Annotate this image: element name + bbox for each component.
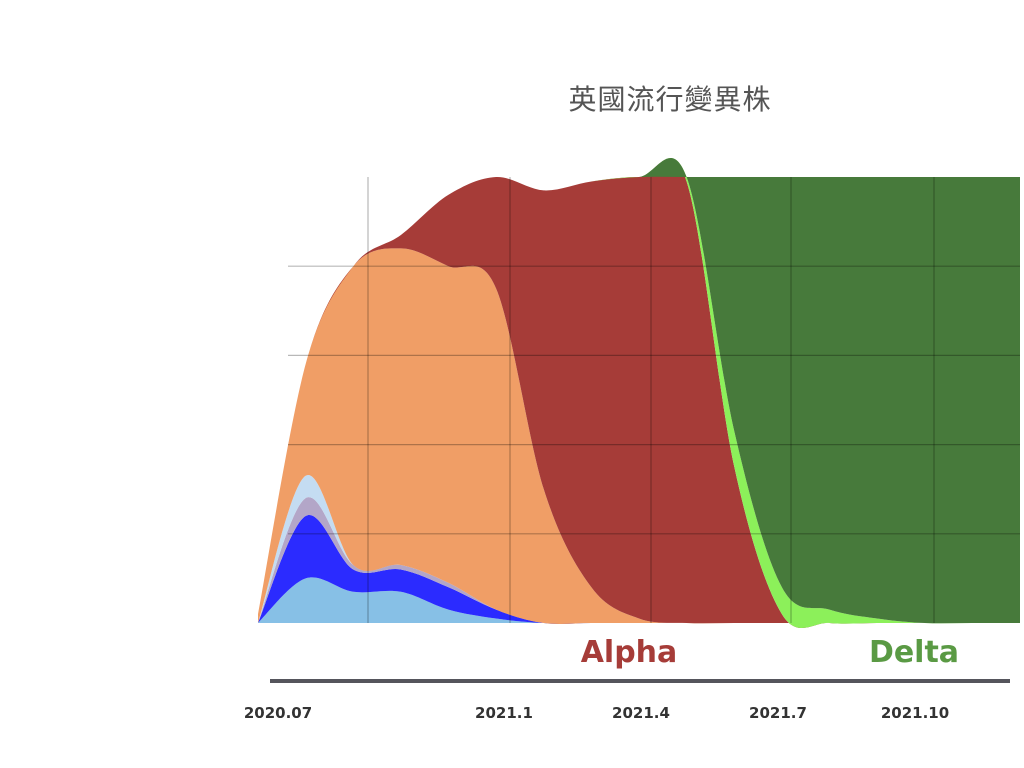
gridlines xyxy=(288,177,1020,623)
x-tick-label: 2021.1 xyxy=(475,704,533,722)
series-area-5 xyxy=(258,158,1020,629)
x-tick-label: 2021.7 xyxy=(749,704,807,722)
alpha-annotation: Alpha xyxy=(581,635,678,670)
series-area-1 xyxy=(258,514,1020,624)
delta-annotation: Delta xyxy=(869,635,959,670)
series-area-7 xyxy=(258,157,1020,624)
x-tick-label: 2021.10 xyxy=(881,704,949,722)
x-tick-label: 2021.4 xyxy=(612,704,670,722)
series-area-0 xyxy=(258,577,1020,624)
series-area-4 xyxy=(258,248,1020,624)
chart-title: 英國流行變異株 xyxy=(568,83,772,116)
x-tick-label: 2020.07 xyxy=(244,704,312,722)
series-areas xyxy=(258,157,1020,629)
